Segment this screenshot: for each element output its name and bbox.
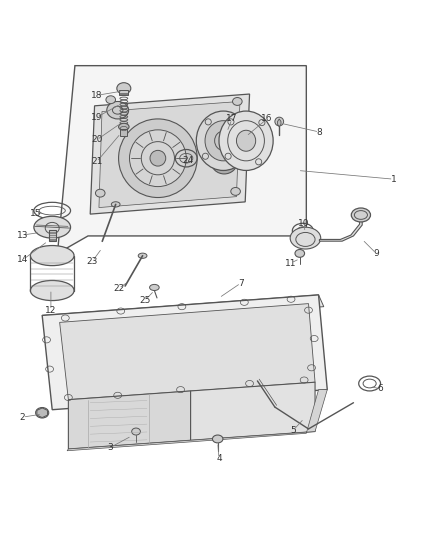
Ellipse shape	[35, 408, 49, 418]
Ellipse shape	[351, 208, 371, 222]
Ellipse shape	[117, 83, 131, 94]
Text: 5: 5	[290, 426, 296, 435]
Text: 18: 18	[91, 91, 102, 100]
Text: 4: 4	[216, 454, 222, 463]
Ellipse shape	[290, 227, 321, 249]
Text: 3: 3	[107, 443, 113, 452]
Polygon shape	[57, 66, 306, 253]
Text: 19: 19	[91, 112, 102, 122]
Ellipse shape	[205, 120, 242, 161]
Ellipse shape	[231, 188, 240, 195]
Text: 24: 24	[183, 156, 194, 165]
Polygon shape	[278, 119, 281, 127]
Ellipse shape	[130, 130, 186, 187]
Text: 23: 23	[87, 257, 98, 266]
Polygon shape	[37, 408, 47, 417]
Ellipse shape	[150, 285, 159, 290]
Ellipse shape	[196, 111, 251, 171]
Polygon shape	[319, 216, 362, 241]
Text: 22: 22	[113, 284, 124, 293]
Ellipse shape	[233, 98, 242, 106]
Text: 17: 17	[226, 115, 238, 124]
Ellipse shape	[30, 280, 74, 301]
Ellipse shape	[119, 123, 129, 130]
Ellipse shape	[237, 130, 256, 151]
Text: 14: 14	[17, 255, 28, 264]
Ellipse shape	[212, 435, 223, 443]
Text: 16: 16	[261, 115, 273, 124]
Ellipse shape	[295, 249, 304, 257]
Text: 21: 21	[91, 157, 102, 166]
Text: 10: 10	[298, 219, 310, 228]
Ellipse shape	[111, 202, 120, 207]
Text: 6: 6	[378, 384, 383, 393]
Text: 7: 7	[238, 279, 244, 288]
Polygon shape	[67, 390, 327, 451]
Polygon shape	[99, 101, 240, 207]
Ellipse shape	[138, 253, 147, 259]
Text: 11: 11	[285, 259, 297, 268]
Ellipse shape	[132, 428, 141, 435]
Polygon shape	[42, 295, 324, 327]
Text: 2: 2	[20, 413, 25, 422]
Polygon shape	[90, 94, 250, 214]
Polygon shape	[60, 304, 315, 400]
Bar	[49, 230, 56, 241]
Text: 8: 8	[317, 127, 322, 136]
Text: 1: 1	[391, 175, 396, 184]
Polygon shape	[42, 295, 327, 410]
Ellipse shape	[275, 117, 284, 126]
Bar	[120, 90, 128, 95]
Text: 20: 20	[91, 135, 102, 144]
Ellipse shape	[150, 150, 166, 166]
Ellipse shape	[30, 246, 74, 265]
Text: 25: 25	[139, 296, 151, 305]
Ellipse shape	[106, 96, 116, 103]
Ellipse shape	[34, 216, 71, 238]
Polygon shape	[68, 391, 191, 449]
Text: 15: 15	[30, 209, 41, 218]
Polygon shape	[191, 382, 315, 440]
Bar	[120, 128, 127, 135]
Ellipse shape	[95, 189, 105, 197]
Text: 9: 9	[373, 249, 379, 258]
Ellipse shape	[211, 149, 237, 174]
Text: 13: 13	[17, 231, 28, 239]
Text: 12: 12	[45, 305, 57, 314]
Ellipse shape	[107, 101, 129, 119]
Ellipse shape	[219, 111, 273, 171]
Ellipse shape	[119, 119, 197, 198]
